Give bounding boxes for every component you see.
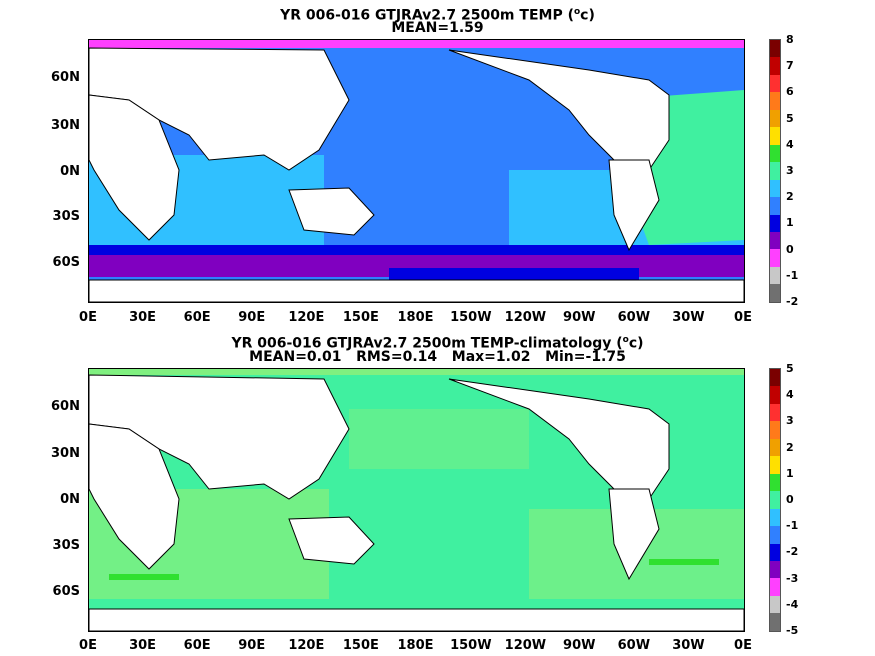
panel1-map: [88, 39, 745, 303]
colorbar-segment: [770, 266, 780, 285]
colorbar-label: 8: [786, 33, 794, 46]
lon-tick-label: 120E: [288, 310, 325, 325]
colorbar-segment: [770, 438, 780, 457]
lon-tick-label: 0E: [734, 310, 752, 325]
lon-tick-label: 30E: [129, 310, 157, 325]
colorbar-label: 0: [786, 242, 794, 256]
panel1-lat-60S: 60S: [52, 255, 80, 270]
colorbar-segment: [770, 74, 780, 93]
panel2-colorbar: [769, 368, 781, 632]
panel2-lat-0N: 0N: [60, 492, 80, 507]
panel2-lat-30S: 30S: [52, 538, 80, 553]
colorbar-segment: [770, 197, 780, 215]
colorbar-label: 4: [786, 388, 794, 402]
colorbar-segment: [770, 456, 780, 474]
colorbar-segment: [770, 543, 780, 561]
colorbar-label: 3: [786, 414, 794, 428]
colorbar-segment: [770, 162, 780, 180]
panel2-lat-60N: 60N: [51, 399, 80, 414]
colorbar-label: -3: [786, 571, 799, 585]
panel1-colorbar: [769, 39, 781, 303]
colorbar-label: 2: [786, 190, 794, 204]
colorbar-label: -2: [786, 295, 799, 308]
panel2-title: YR 006-016 GTJRAv2.7 2500m TEMP-climatol…: [231, 335, 644, 352]
colorbar-segment: [770, 578, 780, 596]
panel1-lat-60N: 60N: [51, 70, 80, 85]
colorbar-label: -1: [786, 268, 799, 282]
colorbar-segment: [770, 249, 780, 267]
lon-tick-label: 90E: [238, 638, 266, 653]
colorbar-label: 0: [786, 493, 794, 506]
lon-tick-label: 30W: [672, 310, 705, 325]
colorbar-label: 3: [786, 164, 794, 177]
colorbar-segment: [770, 473, 780, 492]
colorbar-label: 1: [786, 466, 794, 480]
colorbar-segment: [770, 403, 780, 422]
lon-tick-label: 120W: [504, 638, 547, 653]
colorbar-label: 6: [786, 85, 794, 99]
panel1-lat-30S: 30S: [52, 209, 80, 224]
colorbar-segment: [770, 57, 780, 75]
colorbar-segment: [770, 179, 780, 198]
colorbar-segment: [770, 284, 780, 302]
colorbar-segment: [770, 40, 780, 58]
colorbar-label: -5: [786, 624, 799, 637]
colorbar-segment: [770, 508, 780, 527]
lon-tick-label: 90W: [563, 638, 596, 653]
colorbar-segment: [770, 109, 780, 128]
colorbar-label: 5: [786, 111, 794, 125]
colorbar-segment: [770, 560, 780, 579]
colorbar-label: -2: [786, 545, 799, 559]
panel2-subtitle: MEAN=0.01 RMS=0.14 Max=1.02 Min=-1.75: [249, 349, 626, 365]
panel2-lat-60S: 60S: [52, 584, 80, 599]
colorbar-segment: [770, 369, 780, 387]
colorbar-segment: [770, 127, 780, 145]
panel1-title: YR 006-016 GTJRAv2.7 2500m TEMP (oc): [280, 7, 595, 24]
colorbar-segment: [770, 92, 780, 110]
colorbar-segment: [770, 491, 780, 509]
lon-tick-label: 120E: [288, 638, 325, 653]
lon-tick-label: 30W: [672, 638, 705, 653]
lon-tick-label: 180E: [397, 638, 434, 653]
lon-tick-label: 60E: [183, 310, 211, 325]
panel2-map: [88, 368, 745, 632]
lon-tick-label: 120W: [504, 310, 547, 325]
colorbar-label: 7: [786, 59, 794, 73]
colorbar-segment: [770, 386, 780, 404]
lon-tick-label: 90E: [238, 310, 266, 325]
colorbar-segment: [770, 595, 780, 614]
lon-tick-label: 0E: [79, 638, 97, 653]
colorbar-segment: [770, 144, 780, 163]
colorbar-label: 2: [786, 440, 794, 454]
lon-tick-label: 0E: [79, 310, 97, 325]
lon-tick-label: 90W: [563, 310, 596, 325]
lon-tick-label: 150E: [342, 638, 379, 653]
lon-tick-label: 60W: [617, 310, 651, 325]
lon-tick-label: 150W: [450, 310, 492, 325]
lon-tick-label: 150W: [450, 638, 492, 653]
colorbar-segment: [770, 526, 780, 544]
lon-tick-label: 0E: [734, 638, 752, 653]
colorbar-label: -1: [786, 519, 799, 533]
lon-tick-label: 60W: [617, 638, 651, 653]
colorbar-segment: [770, 421, 780, 439]
colorbar-label: 4: [786, 137, 794, 151]
colorbar-label: 1: [786, 216, 794, 230]
colorbar-segment: [770, 231, 780, 250]
panel1-subtitle: MEAN=1.59: [391, 20, 484, 36]
lon-tick-label: 180E: [397, 310, 434, 325]
lon-tick-label: 60E: [183, 638, 211, 653]
colorbar-label: 5: [786, 362, 794, 375]
colorbar-segment: [770, 214, 780, 232]
colorbar-segment: [770, 613, 780, 631]
panel2-lat-30N: 30N: [51, 446, 80, 461]
colorbar-label: -4: [786, 597, 799, 611]
lon-tick-label: 30E: [129, 638, 157, 653]
panel1-lat-0N: 0N: [60, 164, 80, 179]
lon-tick-label: 150E: [342, 310, 379, 325]
panel1-lat-30N: 30N: [51, 118, 80, 133]
